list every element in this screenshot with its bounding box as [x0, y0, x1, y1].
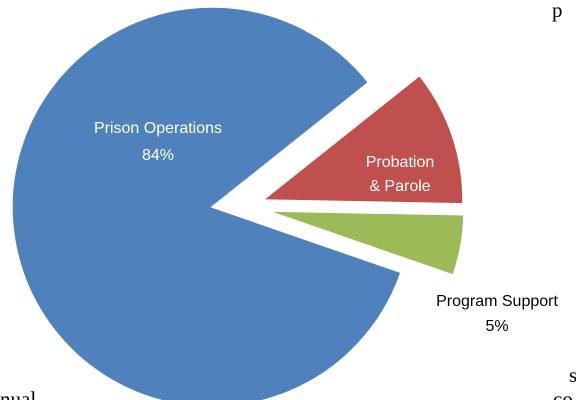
slice-label-probation-line1: Probation: [366, 154, 435, 171]
background-text-bottom-left: nual: [0, 387, 36, 400]
slice-value-program-support: 5%: [485, 318, 508, 335]
slice-label-probation-line2: & Parole: [369, 178, 430, 195]
background-text-top-right: p: [552, 0, 563, 22]
background-text-bottom-right-2: co d: [553, 387, 576, 400]
slice-label-prison-operations: Prison Operations: [94, 120, 222, 137]
slice-value-prison-operations: 84%: [142, 147, 174, 164]
slice-label-program-support: Program Support: [436, 293, 558, 310]
slice-program-support: [267, 210, 465, 277]
slice-prison-operations: [11, 6, 402, 400]
pie-slices: [11, 6, 465, 400]
slice-value-probation: 11%: [385, 201, 416, 218]
background-text-bottom-right-1: s: [569, 363, 576, 387]
slice-probation-parole: [260, 74, 464, 205]
